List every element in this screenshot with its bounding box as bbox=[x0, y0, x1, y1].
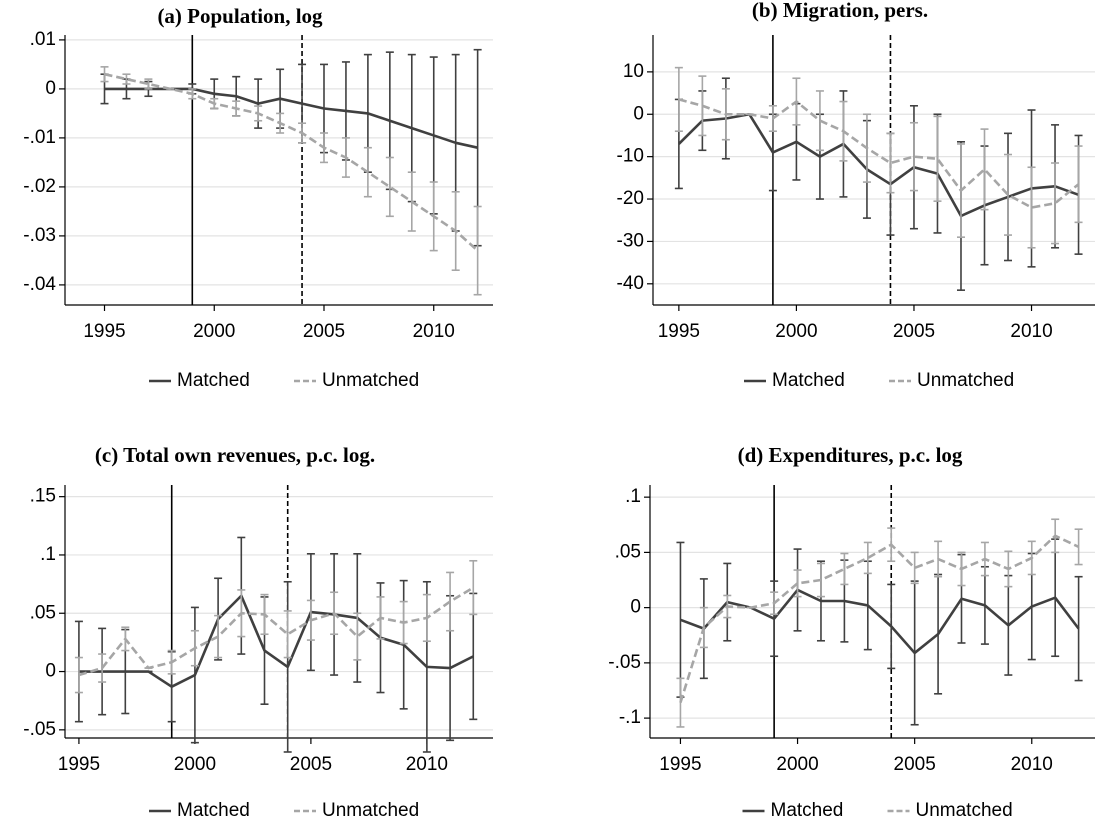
legend-label: Unmatched bbox=[322, 370, 419, 391]
series-line bbox=[678, 98, 1080, 209]
error-bar bbox=[100, 66, 109, 83]
y-tick-label: -.03 bbox=[23, 225, 56, 246]
y-tick-label: -.05 bbox=[608, 652, 641, 673]
panel: (b) Migration, pers. 10 0 -10 -20 -30 -40 1995 2… bbox=[617, 0, 1095, 391]
x-tick-label: 2005 bbox=[893, 321, 935, 342]
error-bar bbox=[1004, 153, 1013, 236]
y-tick-label: 0 bbox=[630, 597, 641, 618]
x-tick-label: 1995 bbox=[83, 321, 125, 342]
legend-label: Unmatched bbox=[916, 800, 1013, 821]
x-tick-label: 2005 bbox=[303, 321, 345, 342]
series-line bbox=[104, 72, 479, 252]
error-bar bbox=[469, 559, 478, 616]
x-tick-label: 2005 bbox=[290, 754, 332, 775]
error-bar bbox=[353, 612, 362, 661]
x-tick-label: 1995 bbox=[659, 754, 701, 775]
x-tick-label: 2010 bbox=[406, 754, 448, 775]
error-bar bbox=[909, 121, 918, 192]
error-bar bbox=[910, 551, 919, 585]
y-tick-label: .05 bbox=[30, 602, 56, 623]
legend-label: Unmatched bbox=[917, 370, 1014, 391]
series-line bbox=[679, 588, 1080, 655]
y-tick-label: -40 bbox=[617, 273, 644, 294]
x-tick-label: 2000 bbox=[193, 321, 235, 342]
x-tick-label: 1995 bbox=[658, 321, 700, 342]
error-bar bbox=[473, 205, 482, 296]
error-bar bbox=[446, 571, 455, 632]
y-tick-label: -20 bbox=[617, 188, 644, 209]
series-line bbox=[677, 112, 1079, 218]
legend-label: Matched bbox=[772, 370, 845, 391]
y-tick-label: -.02 bbox=[23, 176, 56, 197]
x-tick-label: 2010 bbox=[1010, 321, 1052, 342]
error-bar bbox=[980, 128, 989, 211]
y-tick-label: 0 bbox=[633, 103, 644, 124]
error-bar bbox=[863, 541, 872, 575]
chart-title: (a) Population, log bbox=[157, 4, 323, 28]
error-bar bbox=[933, 115, 942, 202]
y-tick-label: .1 bbox=[625, 486, 641, 507]
error-bar bbox=[1074, 145, 1083, 224]
chart-title: (b) Migration, pers. bbox=[752, 0, 928, 22]
error-bar bbox=[122, 73, 131, 85]
y-tick-label: 0 bbox=[45, 661, 56, 682]
series-line bbox=[679, 534, 1080, 704]
x-tick-label: 1995 bbox=[58, 754, 100, 775]
legend-label: Matched bbox=[771, 800, 844, 821]
y-tick-label: 0 bbox=[45, 78, 56, 99]
x-tick-label: 2010 bbox=[1011, 754, 1053, 775]
error-bar bbox=[74, 656, 83, 694]
x-tick-label: 2000 bbox=[174, 754, 216, 775]
error-bar bbox=[1074, 575, 1083, 682]
y-tick-label: -.01 bbox=[23, 127, 56, 148]
y-tick-label: .1 bbox=[40, 544, 56, 565]
y-tick-label: -.04 bbox=[23, 274, 56, 295]
error-bar bbox=[385, 156, 394, 218]
y-tick-label: -.05 bbox=[23, 719, 56, 740]
error-bar bbox=[840, 552, 849, 586]
y-tick-label: 10 bbox=[623, 61, 644, 82]
series-line bbox=[78, 586, 474, 677]
x-tick-label: 2000 bbox=[775, 321, 817, 342]
legend-label: Unmatched bbox=[322, 800, 419, 821]
error-bar bbox=[793, 569, 802, 598]
panel: (d) Expenditures, p.c. log .1 .05 0 -.05 -.1 1… bbox=[608, 443, 1095, 821]
x-tick-label: 2005 bbox=[894, 754, 936, 775]
series-line bbox=[104, 87, 478, 149]
panel: (a) Population, log .01 0 -.01 -.02 -.03 -.04 1… bbox=[23, 4, 493, 391]
panel: (c) Total own revenues, p.c. log. .15 .1 .0… bbox=[23, 443, 493, 821]
y-tick-label: .15 bbox=[30, 486, 56, 507]
error-bar bbox=[1051, 162, 1060, 245]
chart-title: (c) Total own revenues, p.c. log. bbox=[95, 443, 375, 467]
y-tick-label: -.1 bbox=[619, 707, 641, 728]
y-tick-label: -10 bbox=[617, 146, 644, 167]
series-line bbox=[78, 594, 474, 688]
x-tick-label: 2000 bbox=[776, 754, 818, 775]
legend-label: Matched bbox=[177, 800, 250, 821]
chart-title: (d) Expenditures, p.c. log bbox=[738, 443, 963, 467]
error-bar bbox=[144, 78, 153, 90]
y-tick-label: -30 bbox=[617, 230, 644, 251]
error-bar bbox=[283, 610, 292, 659]
y-tick-label: .01 bbox=[30, 29, 56, 50]
y-tick-label: .05 bbox=[615, 541, 641, 562]
error-bar bbox=[886, 132, 895, 194]
legend-label: Matched bbox=[177, 370, 250, 391]
error-bar bbox=[1027, 166, 1036, 249]
x-tick-label: 2010 bbox=[413, 321, 455, 342]
